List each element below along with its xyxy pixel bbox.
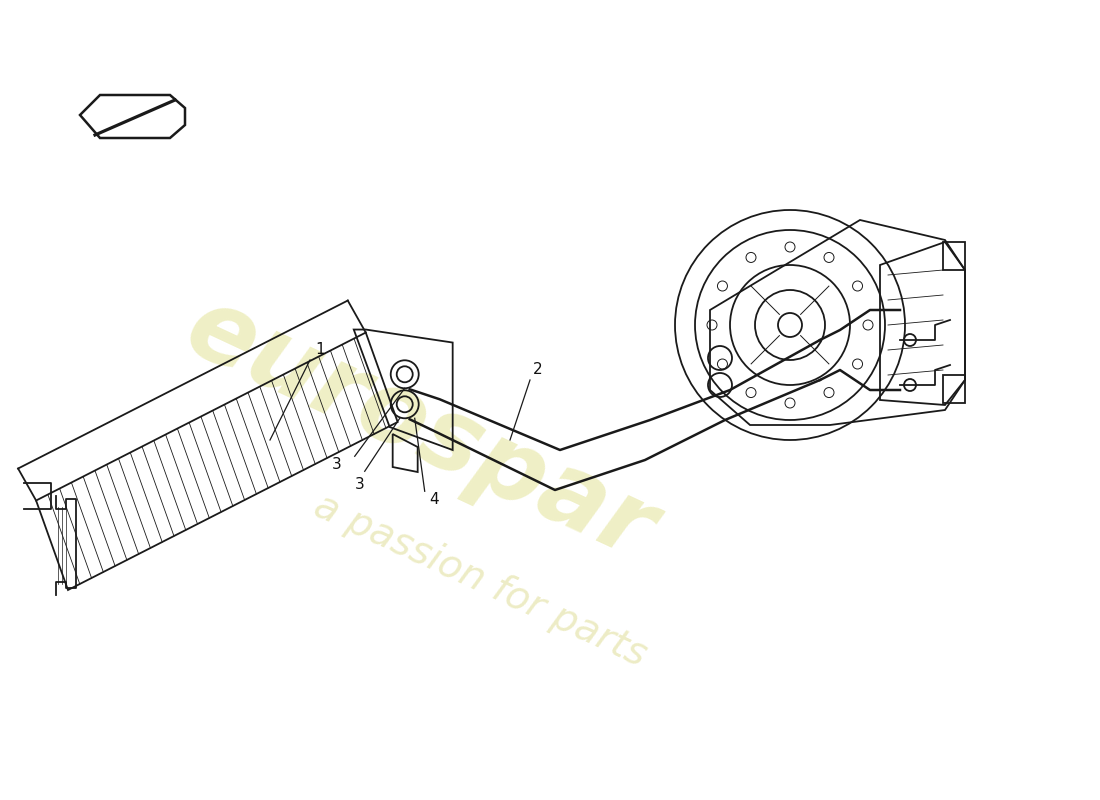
Text: 1: 1	[315, 342, 324, 358]
Bar	[943, 242, 965, 270]
Bar	[943, 375, 965, 403]
Text: 3: 3	[355, 477, 364, 492]
Text: 2: 2	[534, 362, 542, 378]
Text: eurospar: eurospar	[170, 279, 670, 581]
Text: 3: 3	[332, 457, 342, 472]
Text: a passion for parts: a passion for parts	[308, 486, 652, 674]
Text: 4: 4	[430, 492, 439, 506]
